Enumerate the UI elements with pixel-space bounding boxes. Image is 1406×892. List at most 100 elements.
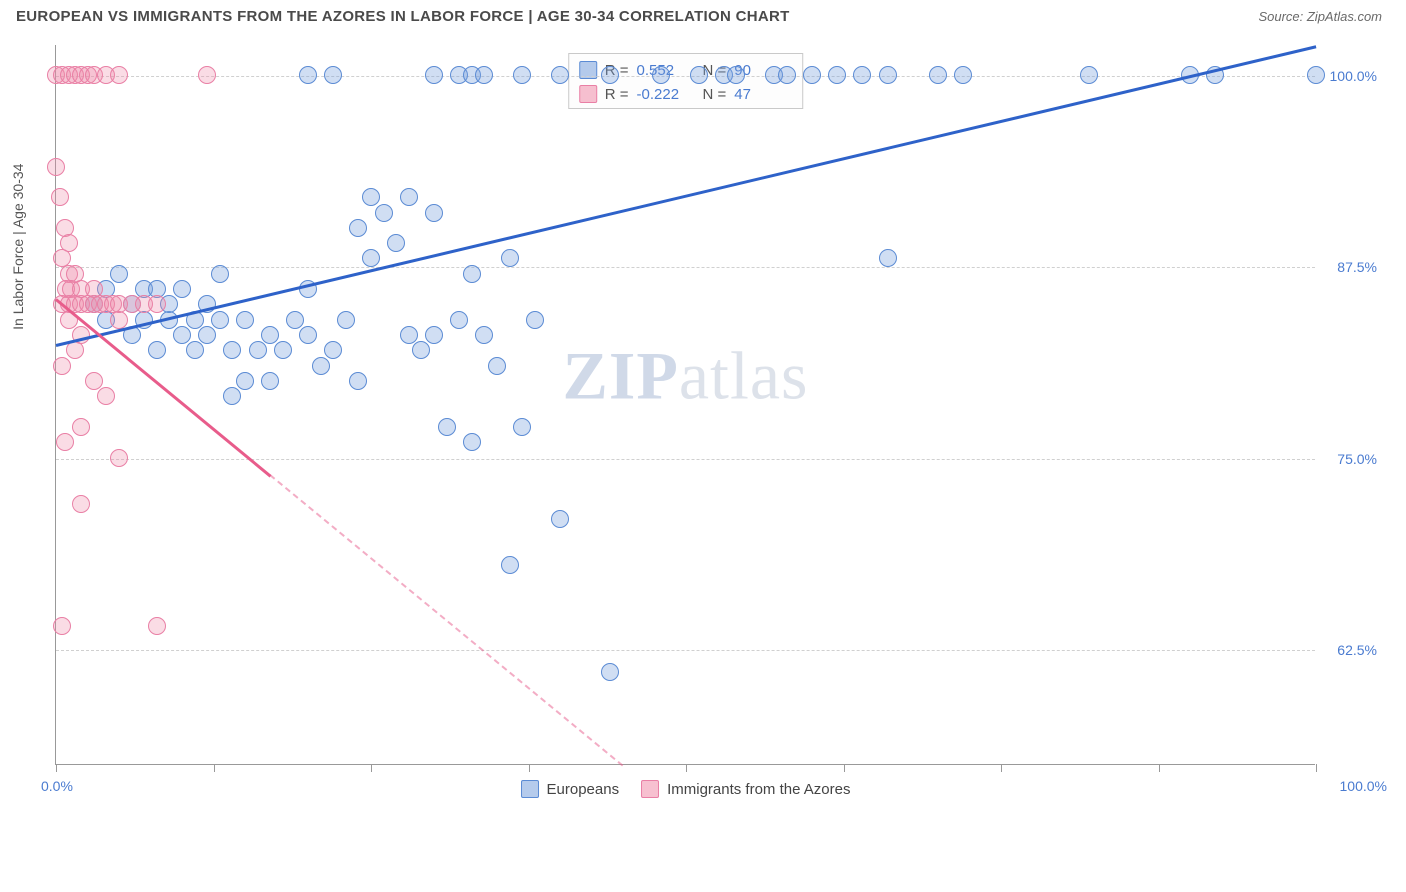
- xaxis-min-label: 0.0%: [41, 778, 73, 794]
- legend-label-europeans: Europeans: [547, 781, 620, 798]
- data-point: [438, 418, 456, 436]
- data-point: [387, 234, 405, 252]
- chart-container: ZIPatlas In Labor Force | Age 30-34 R = …: [55, 45, 1385, 805]
- data-point: [778, 66, 796, 84]
- data-point: [1080, 66, 1098, 84]
- n-label: N =: [703, 86, 727, 103]
- watermark-rest: atlas: [679, 337, 809, 413]
- data-point: [173, 326, 191, 344]
- data-point: [110, 311, 128, 329]
- data-point: [362, 188, 380, 206]
- data-point: [513, 66, 531, 84]
- data-point: [652, 66, 670, 84]
- data-point: [690, 66, 708, 84]
- xtick: [371, 764, 372, 772]
- data-point: [299, 66, 317, 84]
- ytick-label: 75.0%: [1322, 451, 1377, 467]
- data-point: [198, 66, 216, 84]
- data-point: [400, 188, 418, 206]
- chart-title: EUROPEAN VS IMMIGRANTS FROM THE AZORES I…: [16, 8, 790, 25]
- data-point: [513, 418, 531, 436]
- data-point: [463, 265, 481, 283]
- data-point: [324, 66, 342, 84]
- swatch-pink-icon: [579, 85, 597, 103]
- plot-area: ZIPatlas In Labor Force | Age 30-34 R = …: [55, 45, 1315, 765]
- data-point: [551, 66, 569, 84]
- r-label: R =: [605, 86, 629, 103]
- data-point: [299, 326, 317, 344]
- data-point: [475, 66, 493, 84]
- data-point: [223, 341, 241, 359]
- data-point: [450, 311, 468, 329]
- watermark: ZIPatlas: [563, 336, 809, 415]
- data-point: [211, 265, 229, 283]
- data-point: [236, 372, 254, 390]
- data-point: [97, 387, 115, 405]
- data-point: [110, 265, 128, 283]
- data-point: [501, 556, 519, 574]
- xtick: [56, 764, 57, 772]
- gridline-h: [56, 650, 1315, 651]
- data-point: [148, 295, 166, 313]
- gridline-h: [56, 459, 1315, 460]
- data-point: [349, 372, 367, 390]
- gridline-h: [56, 267, 1315, 268]
- data-point: [261, 372, 279, 390]
- data-point: [375, 204, 393, 222]
- data-point: [56, 433, 74, 451]
- data-point: [85, 372, 103, 390]
- watermark-bold: ZIP: [563, 337, 679, 413]
- ytick-label: 87.5%: [1322, 259, 1377, 275]
- gridline-h: [56, 76, 1315, 77]
- n-value-azores: 47: [734, 86, 792, 103]
- data-point: [324, 341, 342, 359]
- xtick: [529, 764, 530, 772]
- xtick: [214, 764, 215, 772]
- data-point: [110, 66, 128, 84]
- swatch-pink-icon: [641, 780, 659, 798]
- swatch-blue-icon: [521, 780, 539, 798]
- data-point: [828, 66, 846, 84]
- trendline-azores-dashed: [270, 474, 624, 766]
- data-point: [53, 357, 71, 375]
- bottom-legend: Europeans Immigrants from the Azores: [521, 780, 851, 798]
- stat-row-azores: R = -0.222 N = 47: [579, 82, 793, 106]
- data-point: [211, 311, 229, 329]
- data-point: [501, 249, 519, 267]
- xtick: [1001, 764, 1002, 772]
- data-point: [1307, 66, 1325, 84]
- yaxis-title: In Labor Force | Age 30-34: [10, 163, 26, 329]
- data-point: [853, 66, 871, 84]
- data-point: [425, 66, 443, 84]
- data-point: [53, 617, 71, 635]
- data-point: [148, 341, 166, 359]
- data-point: [173, 280, 191, 298]
- xtick: [844, 764, 845, 772]
- data-point: [110, 449, 128, 467]
- data-point: [51, 188, 69, 206]
- data-point: [727, 66, 745, 84]
- data-point: [223, 387, 241, 405]
- data-point: [488, 357, 506, 375]
- data-point: [337, 311, 355, 329]
- data-point: [349, 219, 367, 237]
- data-point: [198, 326, 216, 344]
- data-point: [425, 204, 443, 222]
- xaxis-max-label: 100.0%: [1340, 778, 1387, 794]
- source-attribution: Source: ZipAtlas.com: [1258, 9, 1382, 24]
- data-point: [803, 66, 821, 84]
- legend-item-europeans: Europeans: [521, 780, 620, 798]
- data-point: [463, 433, 481, 451]
- xtick: [686, 764, 687, 772]
- data-point: [879, 249, 897, 267]
- data-point: [312, 357, 330, 375]
- data-point: [72, 495, 90, 513]
- data-point: [400, 326, 418, 344]
- data-point: [412, 341, 430, 359]
- data-point: [186, 341, 204, 359]
- data-point: [362, 249, 380, 267]
- data-point: [72, 418, 90, 436]
- data-point: [66, 341, 84, 359]
- data-point: [261, 326, 279, 344]
- data-point: [475, 326, 493, 344]
